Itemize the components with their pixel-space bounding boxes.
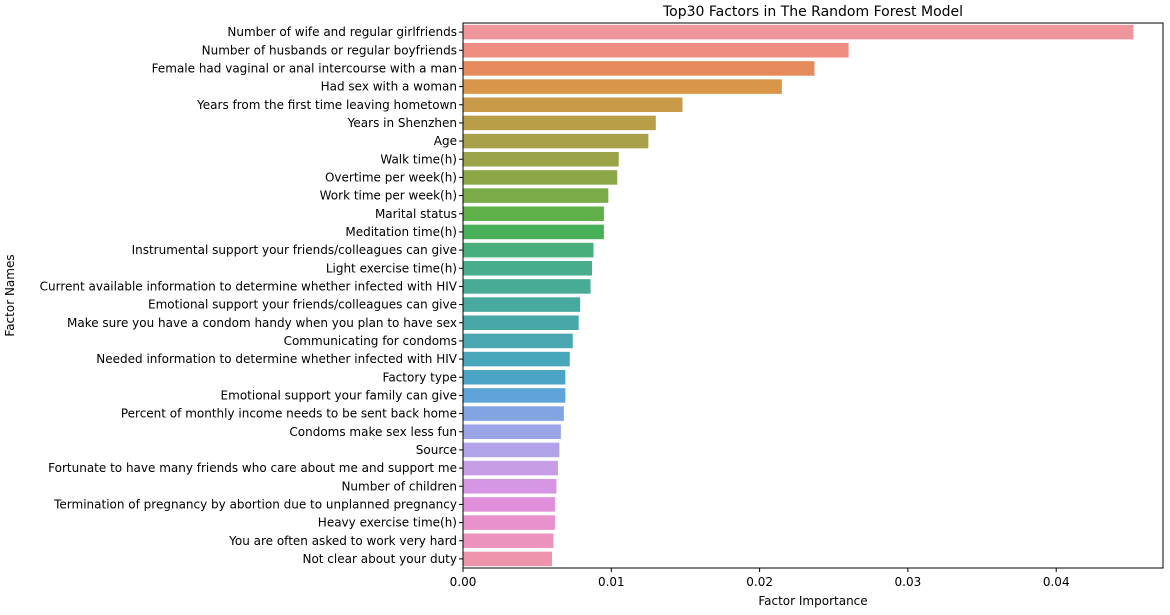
bar — [463, 170, 618, 185]
y-tick-label: Years from the first time leaving hometo… — [196, 98, 457, 112]
bar — [463, 351, 570, 367]
bar — [463, 315, 579, 331]
y-tick-label: Make sure you have a condom handy when y… — [67, 316, 457, 330]
y-tick-label: Not clear about your duty — [302, 552, 457, 566]
y-tick-label: Percent of monthly income needs to be se… — [121, 407, 457, 421]
y-tick-label: Emotional support your family can give — [221, 388, 457, 402]
plot-frame — [462, 22, 1164, 569]
bar — [463, 369, 566, 385]
x-tick-label: 0.02 — [746, 575, 773, 589]
y-tick-label: Condoms make sex less fun — [289, 425, 457, 439]
y-tick-label: Number of wife and regular girlfriends — [227, 25, 457, 39]
y-tick-label: Heavy exercise time(h) — [318, 516, 457, 530]
bar — [463, 424, 561, 440]
chart-title: Top30 Factors in The Random Forest Model — [662, 4, 963, 20]
bar — [463, 260, 593, 276]
y-axis-title: Factor Names — [3, 254, 17, 336]
bar — [463, 551, 552, 567]
x-axis-title: Factor Importance — [758, 594, 867, 608]
x-tick-label: 0.01 — [598, 575, 625, 589]
y-tick-label: Years in Shenzhen — [347, 116, 457, 130]
bar — [463, 460, 558, 476]
y-tick-label: Needed information to determine whether … — [96, 352, 457, 366]
bar — [463, 242, 594, 258]
x-tick-marks: 0.00 0.01 0.02 0.03 0.04 — [450, 568, 1070, 589]
bar — [463, 478, 557, 494]
y-tick-label: Communicating for condoms — [284, 334, 457, 348]
y-tick-label: Emotional support your friends/colleague… — [148, 298, 457, 312]
y-tick-label: Light exercise time(h) — [326, 261, 457, 275]
bar — [463, 151, 619, 167]
bar — [463, 333, 573, 349]
bar — [463, 406, 564, 421]
bar — [463, 115, 656, 131]
bar — [463, 24, 1134, 40]
bars-group — [463, 24, 1134, 567]
bar — [463, 61, 815, 76]
y-tick-label: Meditation time(h) — [345, 225, 457, 239]
y-tick-label: You are often asked to work very hard — [228, 534, 457, 548]
bar — [463, 188, 609, 203]
y-tick-label: Marital status — [375, 207, 457, 221]
y-tick-label: Fortunate to have many friends who care … — [48, 461, 457, 475]
bar — [463, 206, 604, 222]
bar — [463, 97, 683, 113]
bar — [463, 133, 649, 149]
bar — [463, 515, 555, 530]
y-tick-label: Walk time(h) — [380, 152, 457, 166]
bar — [463, 297, 581, 312]
x-tick-label: 0.00 — [450, 575, 477, 589]
bar — [463, 279, 591, 294]
y-tick-label: Overtime per week(h) — [325, 170, 457, 184]
bar — [463, 388, 566, 403]
y-tick-label: Number of husbands or regular boyfriends — [202, 43, 457, 57]
x-tick-label: 0.03 — [895, 575, 922, 589]
y-tick-label: Number of children — [341, 479, 457, 493]
y-tick-label: Factory type — [383, 370, 457, 384]
bar — [463, 79, 782, 94]
bar — [463, 533, 554, 549]
y-tick-label: Work time per week(h) — [320, 189, 457, 203]
y-tick-label: Age — [434, 134, 457, 148]
y-tick-labels: Number of wife and regular girlfriends Nu… — [40, 25, 463, 566]
bar — [463, 497, 555, 512]
y-tick-label: Female had vaginal or anal intercourse w… — [152, 61, 457, 75]
y-tick-label: Source — [416, 443, 457, 457]
x-tick-label: 0.04 — [1043, 575, 1070, 589]
bar — [463, 224, 604, 240]
bar — [463, 442, 560, 458]
y-tick-label: Termination of pregnancy by abortion due… — [53, 497, 457, 511]
y-tick-label: Had sex with a woman — [321, 80, 457, 94]
y-tick-label: Instrumental support your friends/collea… — [132, 243, 457, 257]
y-tick-label: Current available information to determi… — [40, 279, 458, 293]
bar — [463, 42, 849, 58]
